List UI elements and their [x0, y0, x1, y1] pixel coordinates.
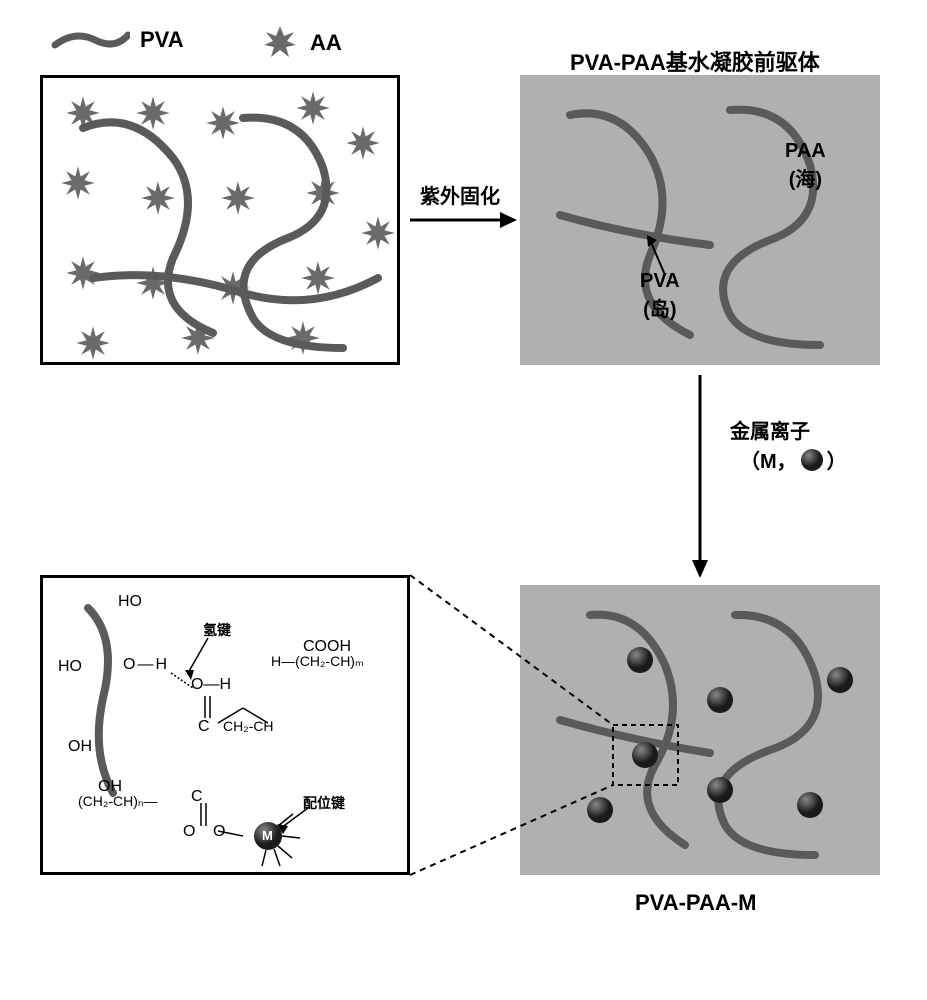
- chem-c2: C: [191, 788, 203, 806]
- legend-pva-label: PVA: [140, 27, 184, 53]
- arrow-uv-label: 紫外固化: [420, 180, 500, 209]
- label-pva: PVA (岛): [640, 270, 680, 322]
- chem-oh-1: OH: [68, 738, 92, 756]
- aa-starburst-icon: [260, 25, 300, 60]
- title-topright: PVA-PAA基水凝胶前驱体: [570, 45, 820, 77]
- pva-curve-icon: [50, 25, 130, 55]
- label-paa-line1: PAA: [785, 140, 826, 162]
- panel-chemistry: HO HO O—H OH OH 氢键 O—H COOH C H—(CH₂-CH)…: [40, 575, 410, 875]
- chem-coord-label: 配位键: [303, 793, 345, 813]
- arrow-uv: [405, 205, 520, 235]
- chem-m-letter: M: [262, 828, 273, 843]
- chem-chain-bottom: (CH₂-CH)ₙ—: [78, 793, 157, 810]
- chem-oh-acid: O—H: [191, 676, 231, 694]
- metal-sphere-icon: [799, 447, 825, 473]
- panel-precursor-gel: PAA (海) PVA (岛): [520, 75, 880, 365]
- chem-chain-top: H—(CH₂-CH)ₘ: [271, 653, 364, 670]
- chem-ch2-ch: CH₂-CH: [223, 718, 274, 734]
- legend-pva: PVA: [50, 25, 184, 55]
- chem-ho-2: HO: [58, 658, 82, 676]
- label-pva-line1: PVA: [640, 270, 680, 292]
- chem-ho-1: HO: [118, 593, 142, 611]
- arrow-metal: [685, 370, 715, 580]
- legend-aa-label: AA: [310, 30, 342, 56]
- arrow-metal-label2: （M，: [740, 445, 797, 474]
- panel-precursor-svg: [43, 78, 403, 368]
- chem-o2: O: [183, 823, 195, 841]
- chem-c: C: [198, 718, 210, 736]
- arrow-metal-label3: ）: [827, 445, 847, 474]
- panel-pva-paa-m-svg: [520, 585, 880, 875]
- panel-pva-paa-m: [520, 585, 880, 875]
- panel-precursor-gel-svg: [520, 75, 880, 365]
- label-paa: PAA (海): [785, 140, 826, 192]
- title-bottomright: PVA-PAA-M: [635, 890, 756, 916]
- legend-aa: AA: [260, 25, 342, 60]
- panel-precursor-mix: [40, 75, 400, 365]
- diagram-canvas: PVA AA PVA-PAA基水凝胶前驱体 紫外固化: [20, 20, 907, 980]
- chem-oh-bond: O—H: [123, 656, 169, 674]
- arrow-metal-label1: 金属离子: [730, 415, 810, 444]
- arrow-metal-label2-group: （M， ）: [740, 445, 847, 474]
- label-pva-line2: (岛): [643, 299, 676, 321]
- chem-hbond-label: 氢键: [203, 620, 231, 640]
- starburst-group: [61, 91, 395, 360]
- chem-o: O: [213, 823, 225, 841]
- label-paa-line2: (海): [789, 169, 822, 191]
